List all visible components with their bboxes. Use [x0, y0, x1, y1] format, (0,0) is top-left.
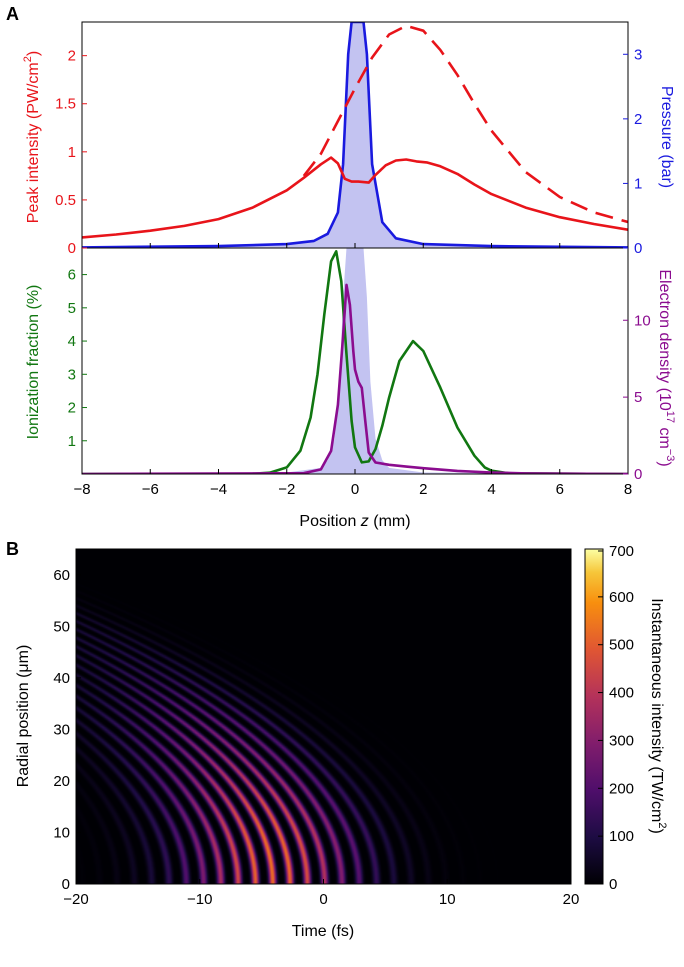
y-tick-label: 3 [634, 46, 642, 63]
colorbar-tick-label: 400 [609, 685, 634, 702]
x-tick-label: −10 [187, 891, 212, 908]
y-tick-label: 1.5 [55, 96, 76, 113]
ionization-axis-label: Ionization fraction (%) [25, 285, 42, 440]
x-tick-label: −2 [278, 481, 295, 498]
y-tick-label: 20 [53, 773, 70, 790]
x-tick-label: 0 [351, 481, 359, 498]
y-tick-label: 0 [634, 240, 642, 257]
y-tick-label: 0 [68, 240, 76, 257]
colorbar-tick-label: 700 [609, 543, 634, 560]
intensity-heatmap [76, 549, 571, 884]
y-tick-label: 4 [68, 333, 76, 350]
peak-intensity-axis-label: Peak intensity (PW/cm2) [22, 51, 42, 223]
peak-intensity-dashed-line [302, 24, 628, 224]
panel-a-label: A [6, 4, 19, 24]
colorbar [584, 548, 604, 885]
colorbar-tick-label: 300 [609, 732, 634, 749]
radial-position-axis-label: Radial position (μm) [15, 645, 32, 788]
x-tick-label: 0 [319, 891, 327, 908]
panel-b-axes: −20 −10 0 10 2001020304050600100200300400500… [53, 543, 634, 908]
x-tick-label: −4 [210, 481, 227, 498]
pressure-line [82, 22, 628, 248]
y-tick-label: 60 [53, 567, 70, 584]
x-tick-label: 6 [556, 481, 564, 498]
panel-a-bottom-plot [82, 248, 628, 474]
colorbar-tick-label: 600 [609, 589, 634, 606]
panel-b-label: B [6, 539, 19, 559]
y-tick-label: 0.5 [55, 192, 76, 209]
x-tick-label: 2 [419, 481, 427, 498]
x-tick-label: −8 [73, 481, 90, 498]
y-tick-label: 3 [68, 366, 76, 383]
x-tick-label: −6 [142, 481, 159, 498]
y-tick-label: 10 [634, 312, 651, 329]
electron-density-axis-label: Electron density (1017 cm−3) [656, 269, 676, 466]
y-tick-label: 30 [53, 721, 70, 738]
y-tick-label: 2 [634, 111, 642, 128]
time-axis-label: Time (fs) [292, 923, 355, 940]
y-tick-label: 0 [62, 876, 70, 893]
colorbar-label: Instantaneous intensity (TW/cm2) [648, 598, 668, 834]
y-tick-label: 6 [68, 267, 76, 284]
y-tick-label: 40 [53, 670, 70, 687]
x-tick-label: 4 [487, 481, 495, 498]
position-axis-label: Position z (mm) [299, 513, 410, 530]
pressure-fill [82, 22, 628, 248]
y-tick-label: 1 [68, 144, 76, 161]
x-tick-label: −20 [63, 891, 88, 908]
y-tick-label: 0 [634, 466, 642, 483]
y-tick-label: 50 [53, 618, 70, 635]
y-tick-label: 1 [634, 175, 642, 192]
x-tick-label: 8 [624, 481, 632, 498]
ionization-fraction-line [82, 250, 628, 474]
x-tick-label: 20 [563, 891, 580, 908]
pressure-axis-label: Pressure (bar) [658, 86, 675, 188]
colorbar-tick-label: 0 [609, 876, 617, 893]
colorbar-tick-label: 500 [609, 637, 634, 654]
x-tick-label: 10 [439, 891, 456, 908]
y-tick-label: 10 [53, 824, 70, 841]
y-tick-label: 5 [634, 389, 642, 406]
colorbar-tick-label: 200 [609, 780, 634, 797]
peak-intensity-line [82, 156, 628, 239]
electron-density-line [82, 283, 628, 474]
colorbar-tick-label: 100 [609, 828, 634, 845]
y-tick-label: 2 [68, 400, 76, 417]
y-tick-label: 1 [68, 433, 76, 450]
panel-a-top-plot [82, 22, 628, 248]
y-tick-label: 5 [68, 300, 76, 317]
y-tick-label: 2 [68, 48, 76, 65]
